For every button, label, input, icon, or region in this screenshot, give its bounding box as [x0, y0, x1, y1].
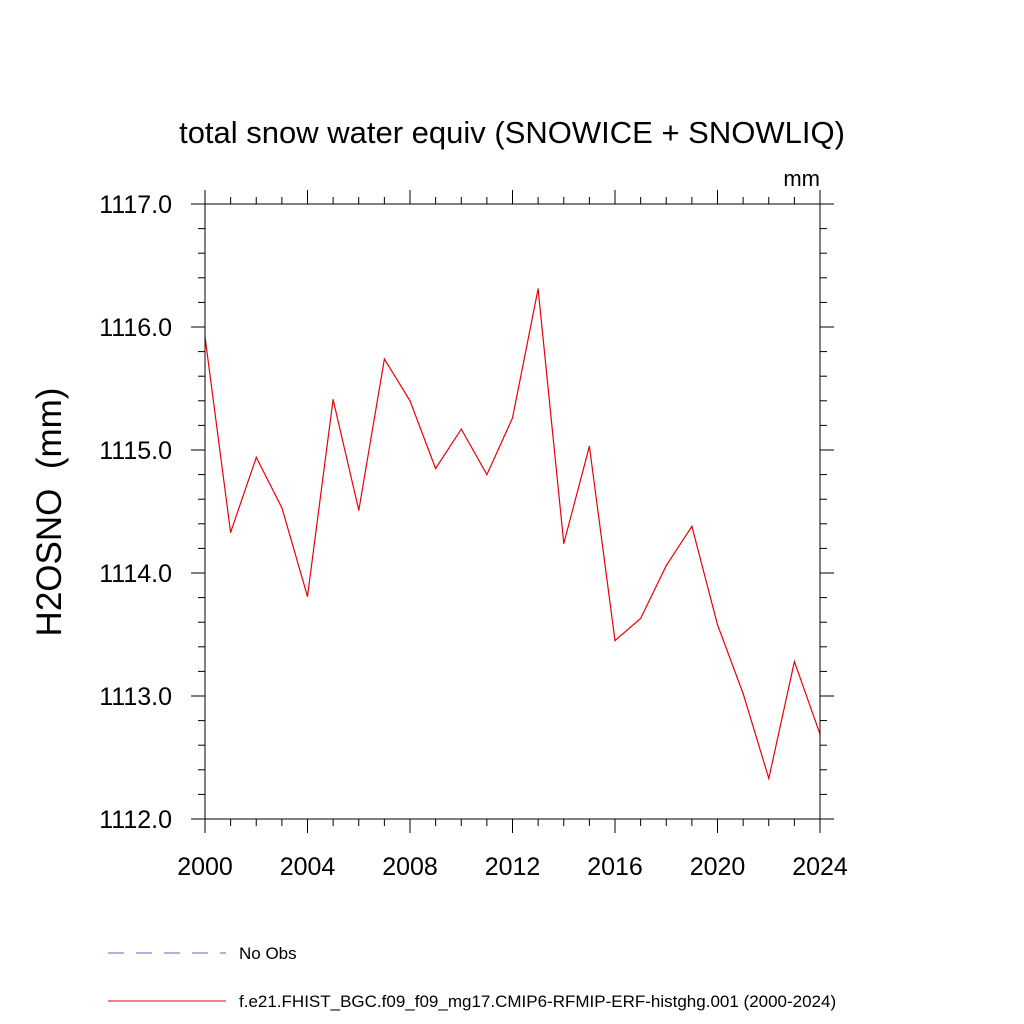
x-tick-label: 2008 [382, 853, 438, 881]
legend-label: f.e21.FHIST_BGC.f09_f09_mg17.CMIP6-RFMIP… [239, 992, 836, 1011]
data-point [640, 617, 642, 620]
data-point [383, 358, 385, 360]
data-point [460, 428, 462, 430]
units-label: mm [783, 166, 820, 191]
y-tick-label: 1116.0 [99, 314, 172, 342]
x-tick-label: 2016 [587, 853, 643, 881]
series-layer [204, 288, 821, 781]
x-tick-label: 2004 [280, 853, 336, 881]
y-tick-label: 1113.0 [99, 683, 172, 711]
data-point [281, 507, 283, 509]
data-point [358, 509, 360, 511]
series-line [204, 288, 821, 781]
data-point [409, 400, 411, 402]
data-point [332, 398, 334, 401]
x-tick-label: 2012 [485, 853, 541, 881]
y-axis-label: H2OSNO (mm) [30, 388, 69, 637]
data-point [614, 640, 616, 642]
data-point [435, 467, 437, 470]
x-tick-label: 2024 [792, 853, 848, 881]
data-point [486, 474, 488, 476]
y-tick-label: 1114.0 [99, 560, 172, 588]
y-tick-label: 1112.0 [99, 806, 172, 834]
x-tick-labels: 2000 2004 2008 2012 2016 2020 2024 [177, 853, 848, 881]
data-point [306, 595, 309, 597]
chart-title: total snow water equiv (SNOWICE + SNOWLI… [179, 115, 845, 150]
major-ticks [191, 190, 834, 833]
legend-label: No Obs [239, 944, 297, 963]
data-point [716, 624, 719, 626]
data-point [588, 445, 590, 447]
data-point [768, 777, 770, 780]
data-point [230, 531, 232, 534]
data-point [537, 288, 539, 290]
data-point [563, 542, 565, 545]
data-point [742, 692, 744, 695]
x-tick-label: 2020 [690, 853, 746, 881]
data-point [511, 417, 514, 419]
data-point [255, 456, 257, 458]
y-tick-labels: 1112.0 1113.0 1114.0 1115.0 1116.0 1117.0 [99, 191, 172, 834]
data-point [665, 565, 667, 567]
legend: No Obs f.e21.FHIST_BGC.f09_f09_mg17.CMIP6… [108, 944, 836, 1011]
data-point [793, 660, 795, 663]
minor-ticks [198, 197, 827, 826]
y-tick-label: 1117.0 [99, 191, 172, 219]
data-point [691, 525, 693, 527]
plot-frame [204, 203, 821, 820]
y-tick-label: 1115.0 [99, 437, 172, 465]
x-tick-label: 2000 [177, 853, 233, 881]
